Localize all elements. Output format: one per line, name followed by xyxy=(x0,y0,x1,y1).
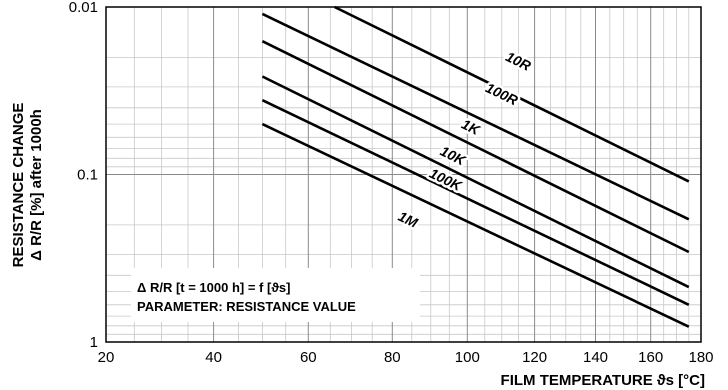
y-tick-label: 1 xyxy=(90,334,98,351)
y-axis-label-line-1: RESISTANCE CHANGE xyxy=(10,103,27,268)
x-tick-label: 80 xyxy=(384,349,401,366)
series-line-100r xyxy=(261,12,690,221)
x-axis-label: FILM TEMPERATURE ϑs [°C] xyxy=(501,372,705,389)
series-label-100r: 100R xyxy=(483,79,521,108)
series-label-100k: 100K xyxy=(427,165,465,194)
annotation-box: Δ R/R [t = 1000 h] = f [ϑs] PARAMETER: R… xyxy=(131,268,420,322)
x-tick-label: 120 xyxy=(522,349,547,366)
x-tick-label: 60 xyxy=(300,349,317,366)
y-tick-labels: 0.01 0.1 1 xyxy=(69,0,98,351)
series-line-1m xyxy=(261,122,690,328)
annotation-line-1: Δ R/R [t = 1000 h] = f [ϑs] xyxy=(137,280,290,295)
series-line-10k xyxy=(261,75,690,289)
series-line-100k xyxy=(261,99,690,306)
plot-frame xyxy=(105,6,702,343)
y-tick-label: 0.1 xyxy=(77,167,98,184)
y-tick-label: 0.01 xyxy=(69,0,98,16)
y-axis-label-line-2: Δ R/R [%] after 1000h xyxy=(28,109,45,261)
x-tick-label: 160 xyxy=(638,349,663,366)
x-tick-label: 140 xyxy=(583,349,608,366)
y-axis-label: RESISTANCE CHANGE Δ R/R [%] after 1000h xyxy=(10,103,45,268)
series-line-10r xyxy=(334,5,690,183)
series-line-1k xyxy=(261,40,690,254)
annotation-line-2: PARAMETER: RESISTANCE VALUE xyxy=(137,299,356,314)
x-tick-label: 20 xyxy=(98,349,115,366)
x-tick-label: 100 xyxy=(455,349,480,366)
x-tick-label: 180 xyxy=(688,349,713,366)
x-tick-labels: 20 40 60 80 100 120 140 160 180 xyxy=(98,349,714,366)
annotation-background xyxy=(131,268,420,322)
x-tick-label: 40 xyxy=(205,349,222,366)
series-lines xyxy=(261,5,690,328)
series-label-1m: 1M xyxy=(396,208,421,231)
